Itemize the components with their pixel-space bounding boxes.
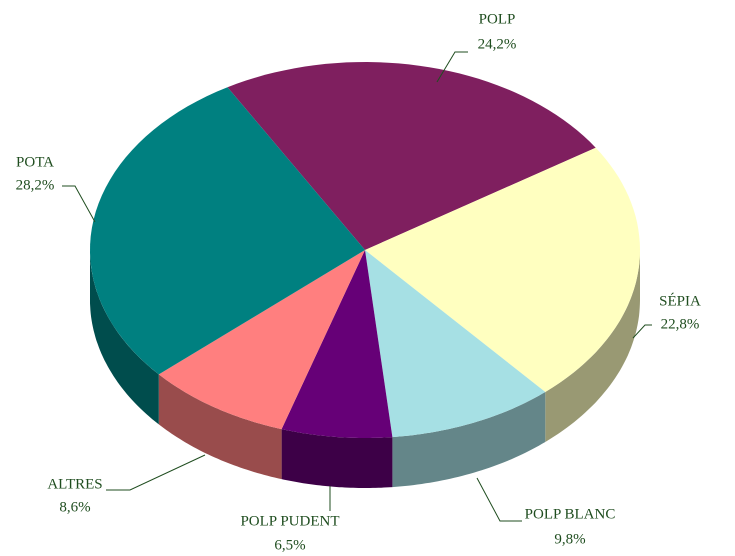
leader-line xyxy=(436,51,468,83)
slice-label: POLP BLANC xyxy=(525,506,616,522)
slice-value: 9,8% xyxy=(554,531,585,547)
leader-line xyxy=(62,185,96,223)
slice-side xyxy=(158,374,282,480)
slice-label: ALTRES xyxy=(47,476,102,492)
slice xyxy=(158,250,365,430)
slice-side xyxy=(90,250,159,425)
slice-value: 28,2% xyxy=(16,177,55,193)
slice-label: POLP PUDENT xyxy=(240,513,339,529)
slice-label: SÉPIA xyxy=(659,292,701,309)
slice-value: 6,5% xyxy=(274,537,305,553)
slice-side xyxy=(545,250,640,442)
slice-value: 22,8% xyxy=(661,316,700,332)
slice xyxy=(365,250,546,438)
slice-value: 8,6% xyxy=(59,499,90,515)
slice-value: 24,2% xyxy=(478,36,517,52)
slice-label: POTA xyxy=(16,154,54,170)
leader-line xyxy=(632,324,652,339)
slice xyxy=(90,87,365,375)
slice-side xyxy=(392,392,546,488)
slice xyxy=(281,250,393,438)
leader-line xyxy=(106,454,206,491)
slice xyxy=(227,62,596,250)
slice-side xyxy=(281,429,393,488)
leader-line xyxy=(476,477,522,522)
slice xyxy=(365,147,640,392)
slice-label: POLP xyxy=(479,11,516,27)
